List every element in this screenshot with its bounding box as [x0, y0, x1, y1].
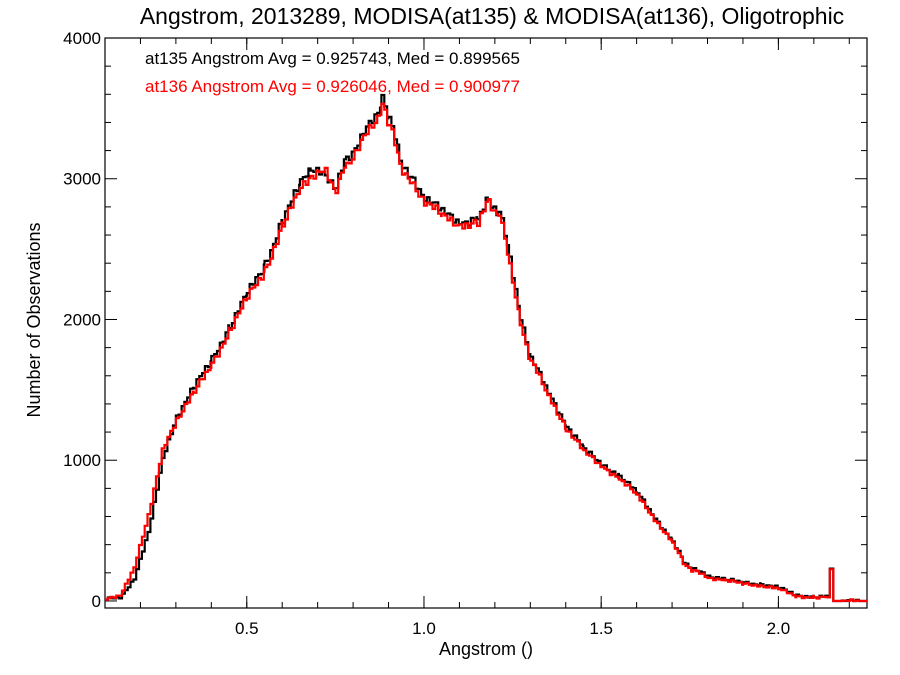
- x-tick-label: 1.0: [412, 619, 436, 638]
- y-tick-label: 1000: [63, 451, 101, 470]
- legend-entry-at136: at136 Angstrom Avg = 0.926046, Med = 0.9…: [145, 77, 520, 96]
- x-axis-label: Angstrom (): [439, 639, 533, 659]
- series-line-at136: [105, 102, 867, 603]
- y-tick-label: 3000: [63, 170, 101, 189]
- legend-entry-at135: at135 Angstrom Avg = 0.925743, Med = 0.8…: [145, 49, 520, 68]
- chart-title: Angstrom, 2013289, MODISA(at135) & MODIS…: [140, 3, 844, 29]
- x-tick-label: 1.5: [589, 619, 613, 638]
- y-tick-label: 2000: [63, 310, 101, 329]
- y-axis-label: Number of Observations: [24, 222, 44, 417]
- y-tick-label: 0: [92, 592, 101, 611]
- plot-frame: [104, 37, 868, 609]
- x-tick-label: 0.5: [235, 619, 259, 638]
- y-tick-label: 4000: [63, 29, 101, 48]
- x-tick-label: 2.0: [767, 619, 791, 638]
